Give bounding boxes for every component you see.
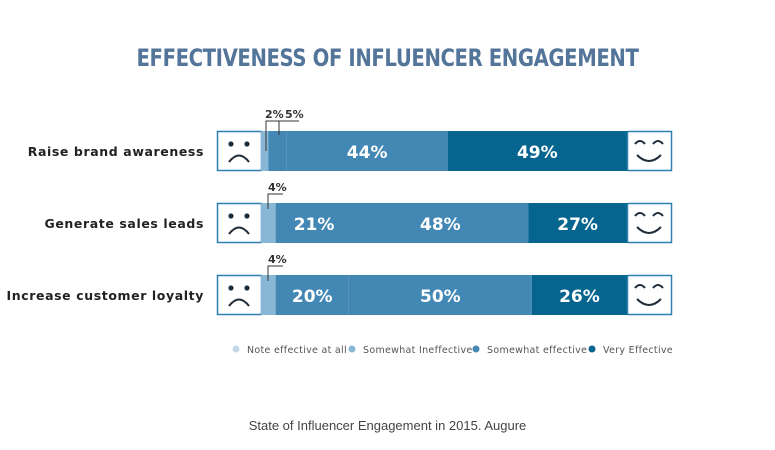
happy-face-eye <box>634 140 646 145</box>
callout-line <box>278 120 299 135</box>
sad-face-eye <box>244 213 250 219</box>
bar-segment <box>528 203 627 243</box>
sad-face-eye <box>244 285 250 291</box>
happy-face-eye <box>634 284 646 289</box>
sad-face-eye <box>244 141 250 147</box>
happy-face-eye <box>652 284 664 289</box>
legend: Note effective at all Somewhat Ineffectiv… <box>232 345 673 356</box>
sad-face-mouth <box>228 298 250 307</box>
sad-face-icon <box>216 130 263 172</box>
bar-segment <box>261 203 276 243</box>
bar-segment <box>268 131 287 171</box>
happy-face-mouth <box>636 298 662 306</box>
sad-face-icon <box>216 274 263 316</box>
legend-label: Somewhat effective <box>487 345 587 356</box>
sad-face-eye <box>228 213 234 219</box>
category-label: Raise brand awareness <box>28 144 204 159</box>
happy-face-icon <box>626 130 673 172</box>
data-label: 4% <box>268 181 287 194</box>
data-label: 20% <box>292 287 333 307</box>
sad-face-frame <box>216 130 263 172</box>
bar-segment <box>261 275 276 315</box>
legend-marker <box>588 345 596 353</box>
bars-layer <box>216 130 673 316</box>
sad-face-mouth <box>228 154 250 163</box>
sad-face-eye <box>228 285 234 291</box>
legend-label: Note effective at all <box>247 345 347 356</box>
data-label: 5% <box>285 108 304 121</box>
callout-line <box>267 265 283 281</box>
callout-line <box>265 120 279 151</box>
callout-line <box>267 193 283 209</box>
chart-title: EFFECTIVENESS OF INFLUENCER ENGAGEMENT <box>136 44 639 72</box>
happy-face-frame <box>626 130 673 172</box>
data-label: 27% <box>557 215 598 235</box>
bar-segment <box>352 203 529 243</box>
legend-label: Somewhat Ineffective <box>363 345 473 356</box>
data-label: 21% <box>294 215 335 235</box>
bar-segment <box>447 131 627 171</box>
happy-face-mouth <box>636 226 662 234</box>
bar-segment <box>531 275 627 315</box>
source-caption: State of Influencer Engagement in 2015. … <box>248 418 527 433</box>
happy-face-eye <box>652 212 664 217</box>
data-label: 49% <box>517 143 558 163</box>
category-label: Generate sales leads <box>44 216 204 231</box>
bar-segment <box>286 131 448 171</box>
labels-layer: Raise brand awareness 44% 49% 2% 5% Generate … <box>6 108 599 307</box>
data-label: 26% <box>559 287 600 307</box>
sad-face-icon <box>216 202 263 244</box>
sad-face-mouth <box>228 226 250 235</box>
sad-face-frame <box>216 274 263 316</box>
happy-face-icon <box>626 274 673 316</box>
data-label: 48% <box>420 215 461 235</box>
legend-marker <box>472 345 480 353</box>
happy-face-frame <box>626 274 673 316</box>
data-label: 44% <box>347 143 388 163</box>
bar-segment <box>275 203 353 243</box>
bar-segment <box>275 275 349 315</box>
happy-face-eye <box>634 212 646 217</box>
happy-face-eye <box>652 140 664 145</box>
bar-segment <box>348 275 532 315</box>
data-label: 2% <box>265 108 284 121</box>
happy-face-icon <box>626 202 673 244</box>
legend-label: Very Effective <box>603 345 673 356</box>
data-label: 50% <box>420 287 461 307</box>
happy-face-mouth <box>636 154 662 162</box>
category-label: Increase customer loyalty <box>6 288 204 303</box>
sad-face-eye <box>228 141 234 147</box>
happy-face-frame <box>626 202 673 244</box>
legend-marker <box>232 345 240 353</box>
sad-face-frame <box>216 202 263 244</box>
data-label: 4% <box>268 253 287 266</box>
bar-segment <box>261 131 269 171</box>
legend-marker <box>348 345 356 353</box>
